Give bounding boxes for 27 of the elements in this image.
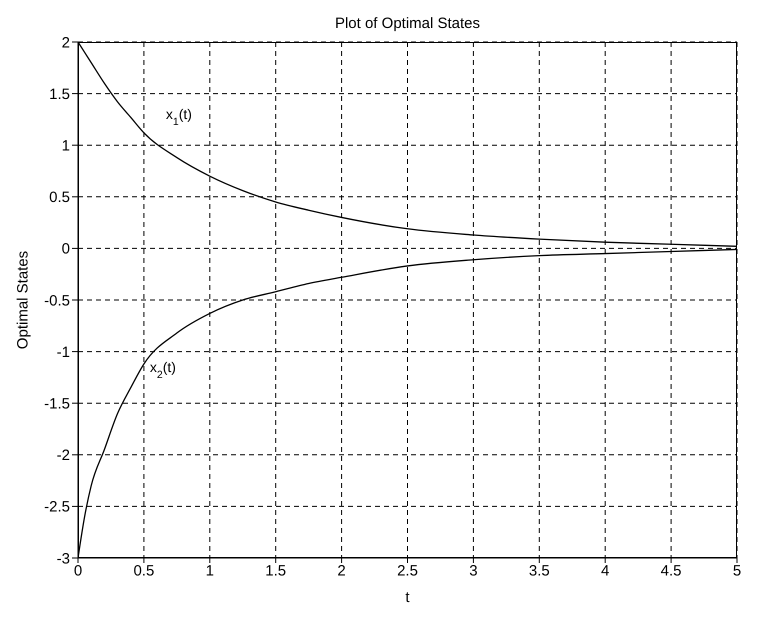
- x-tick-label: 4: [601, 562, 610, 580]
- x-tick-label: 1.5: [265, 562, 286, 580]
- x-tick-label: 5: [732, 562, 742, 580]
- y-tick-label: 1.5: [49, 86, 70, 103]
- chart-title: Plot of Optimal States: [334, 15, 480, 32]
- x-tick-label: 3.5: [528, 562, 550, 580]
- x-tick-label: 2.5: [397, 562, 418, 580]
- x-tick-label: 3: [469, 562, 478, 580]
- y-tick-label: -2: [56, 447, 70, 464]
- y-tick-label: 0: [62, 240, 70, 258]
- series-label: x$_{1}$(t): [166, 106, 192, 128]
- x-tick-label: 0: [74, 562, 82, 580]
- y-tick-label: 2: [62, 34, 70, 52]
- y-tick-label: -3: [56, 550, 70, 568]
- y-tick-label: -2.5: [44, 498, 70, 516]
- y-tick-label: -0.5: [44, 292, 70, 310]
- y-tick-label: 1: [62, 138, 70, 155]
- x-tick-label: 0.5: [133, 562, 154, 580]
- x-tick-label: 2: [337, 562, 346, 580]
- x-tick-label: 1: [206, 562, 214, 580]
- y-tick-label: -1: [56, 344, 70, 361]
- y-axis-title: Optimal States: [14, 250, 32, 350]
- y-tick-label: 0.5: [49, 189, 70, 206]
- x-tick-label: 4.5: [660, 562, 682, 580]
- series-label: x$_{2}$(t): [150, 358, 176, 381]
- x-axis-title: t: [405, 589, 410, 606]
- y-tick-label: -1.5: [44, 396, 70, 413]
